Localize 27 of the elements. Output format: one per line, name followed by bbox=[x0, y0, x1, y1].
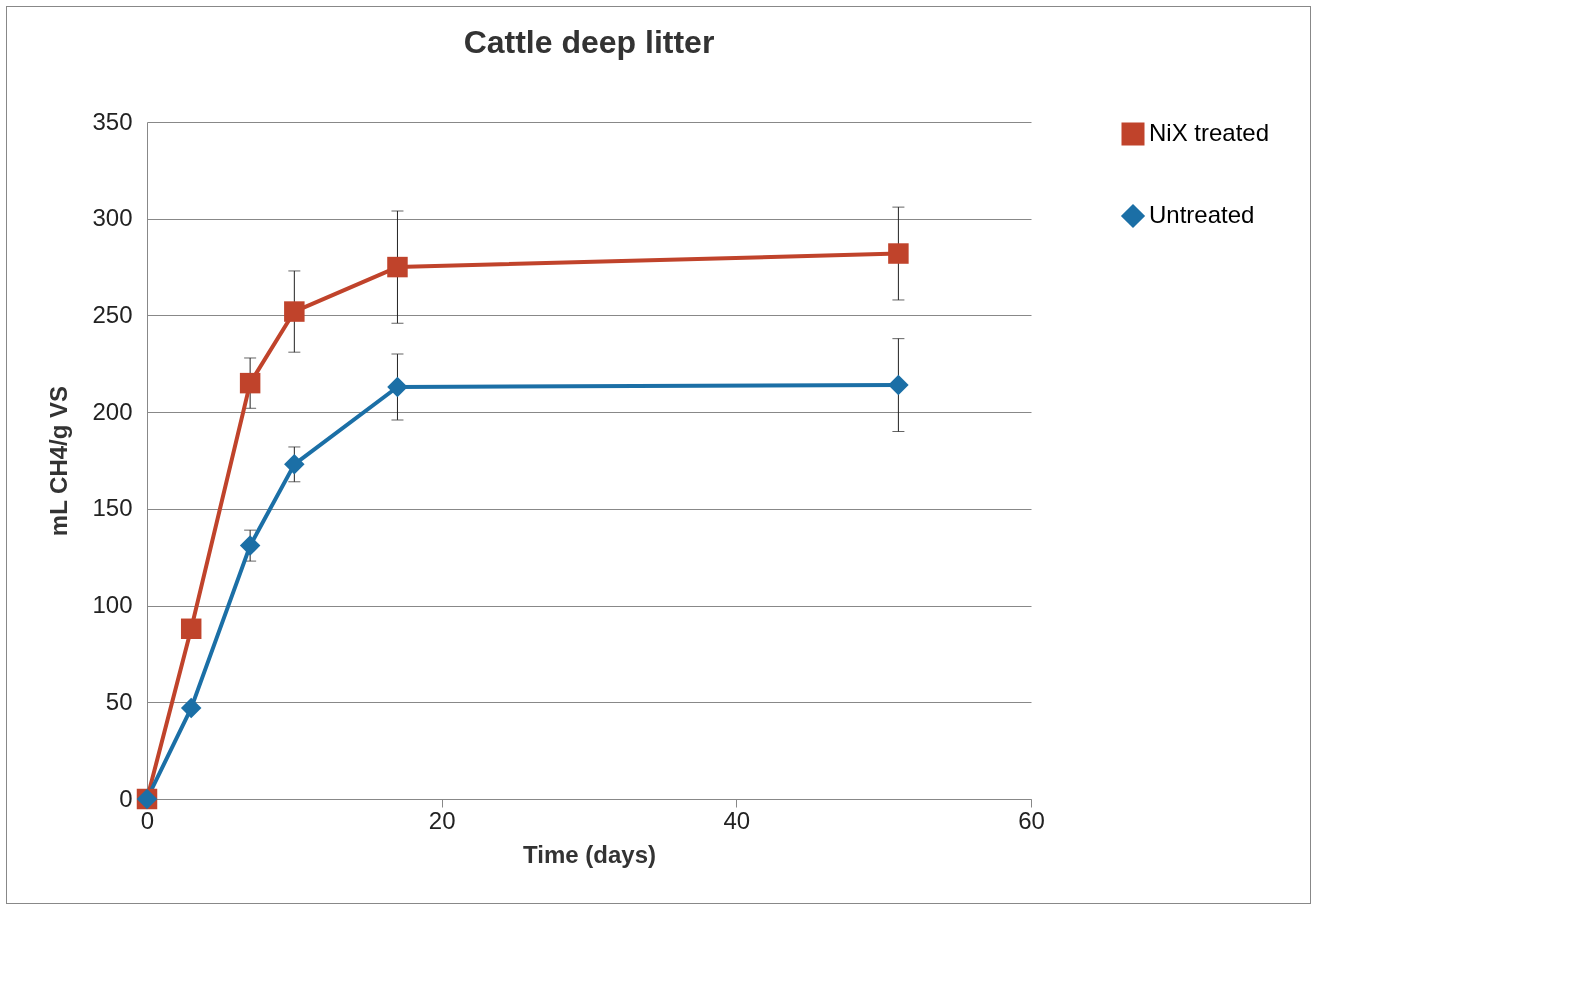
point bbox=[888, 374, 909, 396]
point bbox=[387, 376, 408, 398]
x-axis-title: Time (days) bbox=[523, 840, 656, 868]
point bbox=[239, 535, 261, 556]
point bbox=[888, 243, 909, 264]
point bbox=[284, 454, 305, 475]
x-tick-label: 60 bbox=[1018, 806, 1045, 834]
y-tick-label: 150 bbox=[92, 494, 133, 522]
point bbox=[239, 372, 261, 394]
y-axis-title: mL CH4/g VS bbox=[45, 385, 73, 537]
y-tick-label: 50 bbox=[105, 687, 133, 715]
y-tick-label: 250 bbox=[92, 300, 133, 328]
y-tick-label: 200 bbox=[92, 397, 133, 425]
x-tick-label: 0 bbox=[140, 806, 155, 834]
point bbox=[387, 256, 408, 278]
y-tick-label: 100 bbox=[92, 591, 133, 619]
point bbox=[284, 301, 305, 322]
chart-title: Cattle deep litter bbox=[463, 24, 715, 60]
point bbox=[180, 697, 202, 719]
x-tick-label: 40 bbox=[723, 806, 751, 834]
y-tick-label: 300 bbox=[92, 204, 133, 232]
point bbox=[180, 618, 202, 640]
x-tick-label: 20 bbox=[428, 806, 456, 834]
legend-label: Untreated bbox=[1149, 201, 1255, 228]
y-tick-label: 350 bbox=[92, 107, 133, 135]
legend-label: NiX treated bbox=[1149, 119, 1270, 146]
y-tick-label: 0 bbox=[119, 784, 133, 812]
